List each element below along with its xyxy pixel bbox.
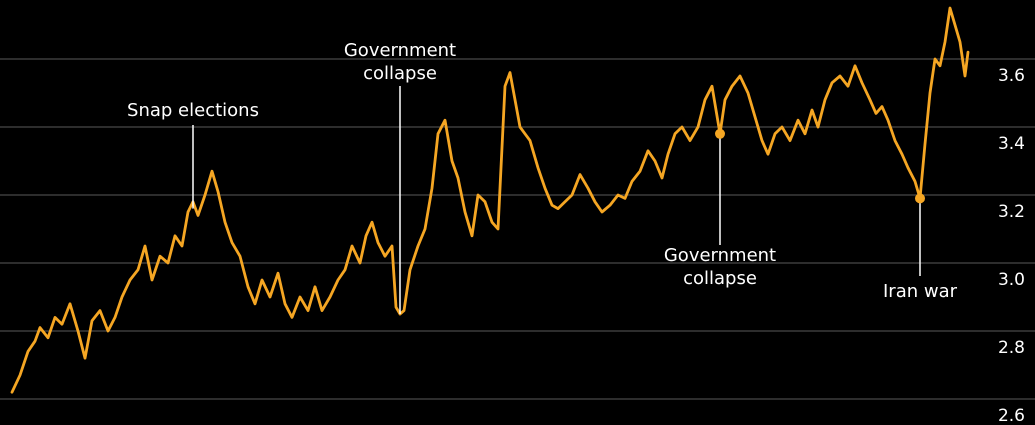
y-tick-label: 2.8 (998, 338, 1025, 358)
annotation-label: Government (664, 245, 776, 266)
series-layer (10, 6, 970, 394)
y-tick-label: 3.2 (998, 202, 1025, 222)
y-tick-label: 3.0 (998, 270, 1025, 290)
annotation-layer: Snap electionsGovernmentcollapseGovernme… (127, 40, 958, 314)
annotation-label: collapse (683, 268, 757, 289)
annotation-marker (715, 128, 725, 139)
annotation-label: Iran war (883, 281, 958, 302)
series-line (10, 6, 970, 394)
annotation-label: Snap elections (127, 100, 259, 121)
y-axis-ticks: 2.6 2.8 3.0 3.2 3.4 3.6 (998, 66, 1025, 425)
annotation-label: Government (344, 40, 456, 61)
y-tick-label: 2.6 (998, 406, 1025, 425)
y-tick-label: 3.4 (998, 134, 1025, 154)
annotation-marker (915, 193, 925, 204)
grid-layer (0, 58, 1035, 400)
y-tick-label: 3.6 (998, 66, 1025, 86)
annotation-label: collapse (363, 63, 437, 84)
